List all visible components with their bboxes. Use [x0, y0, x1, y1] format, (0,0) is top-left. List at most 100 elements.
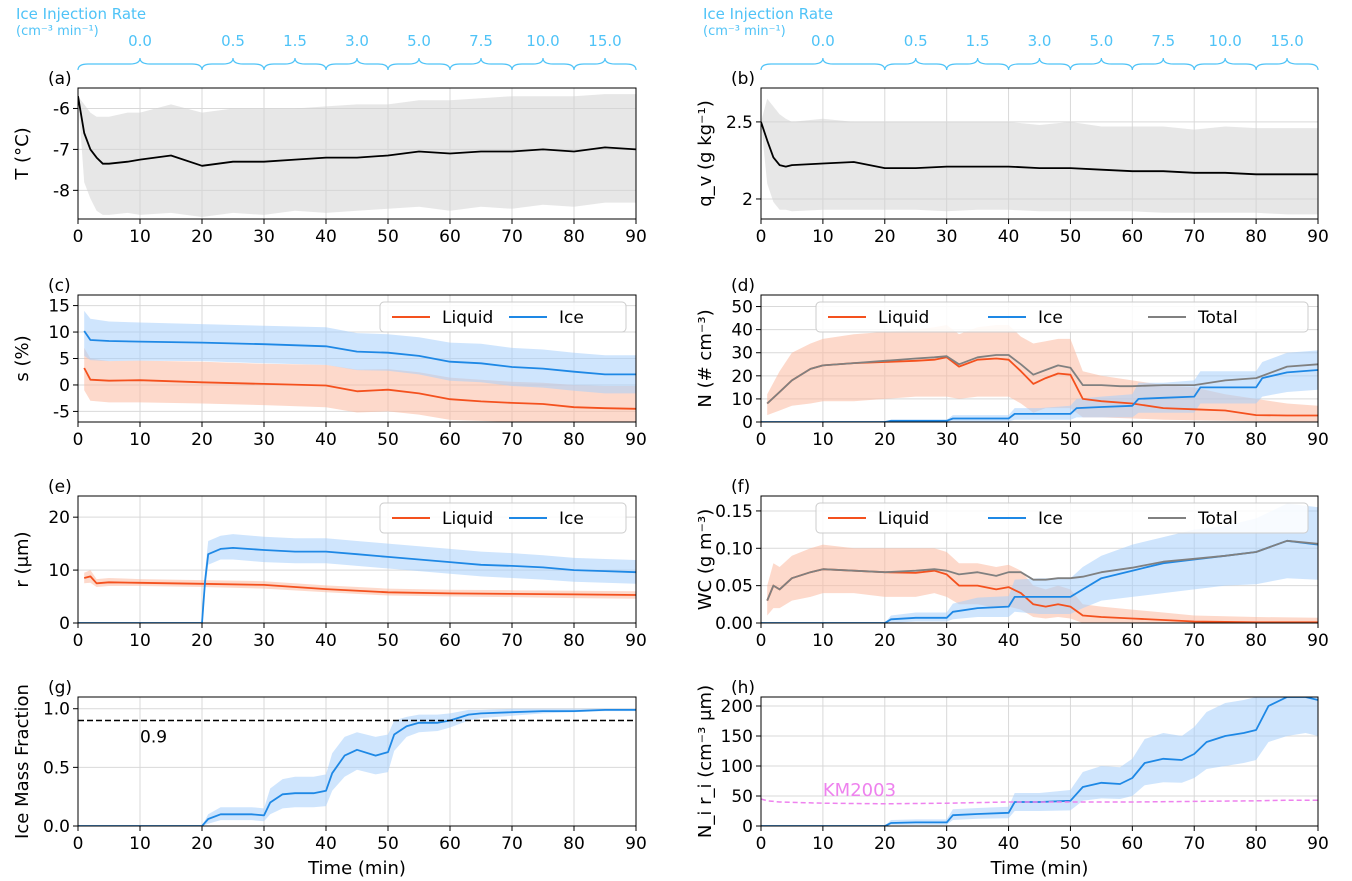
plot-area [78, 708, 636, 826]
y-tick-label: 50 [731, 787, 753, 807]
x-tick-label: 70 [501, 430, 523, 450]
band-liquid [767, 544, 1318, 623]
series-line-ice [761, 697, 1318, 826]
axes-frame [77, 495, 637, 624]
x-tick-label: 50 [377, 430, 399, 450]
x-tick-label: 50 [1060, 430, 1082, 450]
x-tick-label: 80 [1245, 430, 1267, 450]
x-tick-label: 10 [812, 834, 834, 854]
rate-brace [884, 57, 948, 71]
x-tick-label: 70 [1183, 834, 1205, 854]
rate-label: 3.0 [345, 32, 369, 50]
x-tick-label: 90 [625, 834, 647, 854]
y-axis-label: Ice Mass Fraction [12, 684, 33, 839]
x-tick-label: 40 [315, 834, 337, 854]
legend-box [815, 301, 1309, 333]
rate-header-title: Ice Injection Rate [16, 5, 146, 23]
axes-frame [760, 495, 1319, 624]
rate-brace [1131, 57, 1195, 71]
y-axis-label: N (# cm⁻³) [695, 309, 716, 407]
x-tick-label: 60 [439, 227, 461, 247]
legend: Liquid Ice Total [815, 301, 1309, 333]
legend-box [815, 502, 1309, 534]
axes-frame [760, 87, 1319, 220]
x-tick-label: 30 [936, 227, 958, 247]
y-tick-label: 10 [48, 323, 70, 343]
x-tick-label: 0 [756, 430, 767, 450]
y-tick-label: 0.10 [715, 539, 753, 559]
series-line-ice [83, 330, 636, 376]
x-tick-label: 0 [73, 430, 84, 450]
x-axis-label: Time (min) [307, 858, 406, 879]
x-tick-label: 50 [1060, 834, 1082, 854]
series-line-ice [78, 547, 636, 623]
band-liquid [84, 570, 636, 599]
series-line-ice [761, 369, 1318, 422]
plot-area [761, 325, 1318, 422]
panel-e: 0 10 20 30 40 50 60 70 80 90 0 10 20 (e) r (μm) Liquid I… [12, 477, 647, 651]
legend-label-ice: Ice [1038, 308, 1063, 328]
y-tick-label: 0.15 [715, 502, 753, 522]
rate-header-title: Ice Injection Rate [703, 5, 833, 23]
rate-header-units: (cm⁻³ min⁻¹) [16, 24, 99, 39]
x-tick-label: 90 [625, 631, 647, 651]
legend-label-liquid: Liquid [442, 308, 493, 328]
x-tick-label: 0 [73, 834, 84, 854]
panels: 0 10 20 30 40 50 60 70 80 90-8-7-6(a)T (°C)0 10 20 3… [12, 69, 1329, 879]
x-tick-label: 0 [756, 834, 767, 854]
x-tick-label: 70 [1183, 631, 1205, 651]
panel-label: (b) [731, 69, 755, 89]
panel-label: (a) [48, 69, 72, 89]
x-tick-label: 30 [253, 430, 275, 450]
injection-rate-header-right: Ice Injection Rate(cm⁻³ min⁻¹) 0.0 0.5 1.5 3… [703, 5, 1319, 71]
x-tick-label: 10 [129, 227, 151, 247]
panel-label: (d) [731, 276, 755, 296]
x-tick-label: 60 [1122, 834, 1144, 854]
x-tick-label: 0 [73, 227, 84, 247]
y-tick-label: 2.5 [726, 113, 753, 133]
km2003-label: KM2003 [823, 780, 896, 801]
x-tick-label: 20 [874, 227, 896, 247]
y-tick-label: 0 [59, 614, 70, 634]
panel-a: 0 10 20 30 40 50 60 70 80 90 -8 -7 -6 (a) T (°C) [12, 69, 647, 247]
rate-label: 0.0 [811, 32, 835, 50]
y-tick-label: -6 [53, 99, 70, 119]
x-tick-label: 40 [315, 631, 337, 651]
axes-frame [760, 294, 1319, 423]
series-line-liquid [83, 367, 636, 410]
x-tick-label: 0 [73, 631, 84, 651]
y-tick-label: 30 [731, 344, 753, 364]
legend-label-ice: Ice [1038, 509, 1063, 529]
x-tick-label: 50 [377, 227, 399, 247]
y-tick-label: 10 [731, 390, 753, 410]
y-axis-label: s (%) [12, 335, 33, 381]
band-ice [78, 708, 636, 826]
x-tick-label: 60 [439, 430, 461, 450]
rate-label: 7.5 [469, 32, 493, 50]
x-tick-label: 0 [756, 227, 767, 247]
rate-brace [449, 57, 513, 71]
x-tick-label: 10 [129, 834, 151, 854]
x-tick-label: 70 [1183, 227, 1205, 247]
x-tick-label: 40 [998, 430, 1020, 450]
x-tick-label: 20 [191, 227, 213, 247]
x-tick-label: 20 [191, 834, 213, 854]
x-tick-label: 10 [812, 430, 834, 450]
y-axis-label: WC (g m⁻³) [695, 509, 716, 611]
x-tick-label: 60 [439, 834, 461, 854]
panel-label: (e) [48, 477, 72, 497]
rate-brace [573, 57, 637, 71]
x-tick-label: 30 [936, 631, 958, 651]
x-tick-label: 50 [377, 631, 399, 651]
axes-frame [77, 87, 637, 220]
y-tick-label: 1.0 [43, 700, 70, 720]
legend-label-total: Total [1197, 509, 1238, 529]
x-tick-label: 80 [563, 430, 585, 450]
rate-label: 15.0 [588, 32, 621, 50]
x-tick-label: 20 [191, 430, 213, 450]
rate-label: 15.0 [1270, 32, 1303, 50]
panel-h: KM2003 0 10 20 30 40 50 60 70 80 90 0 50 100 150 200(h)… [695, 678, 1329, 879]
x-tick-label: 80 [563, 631, 585, 651]
